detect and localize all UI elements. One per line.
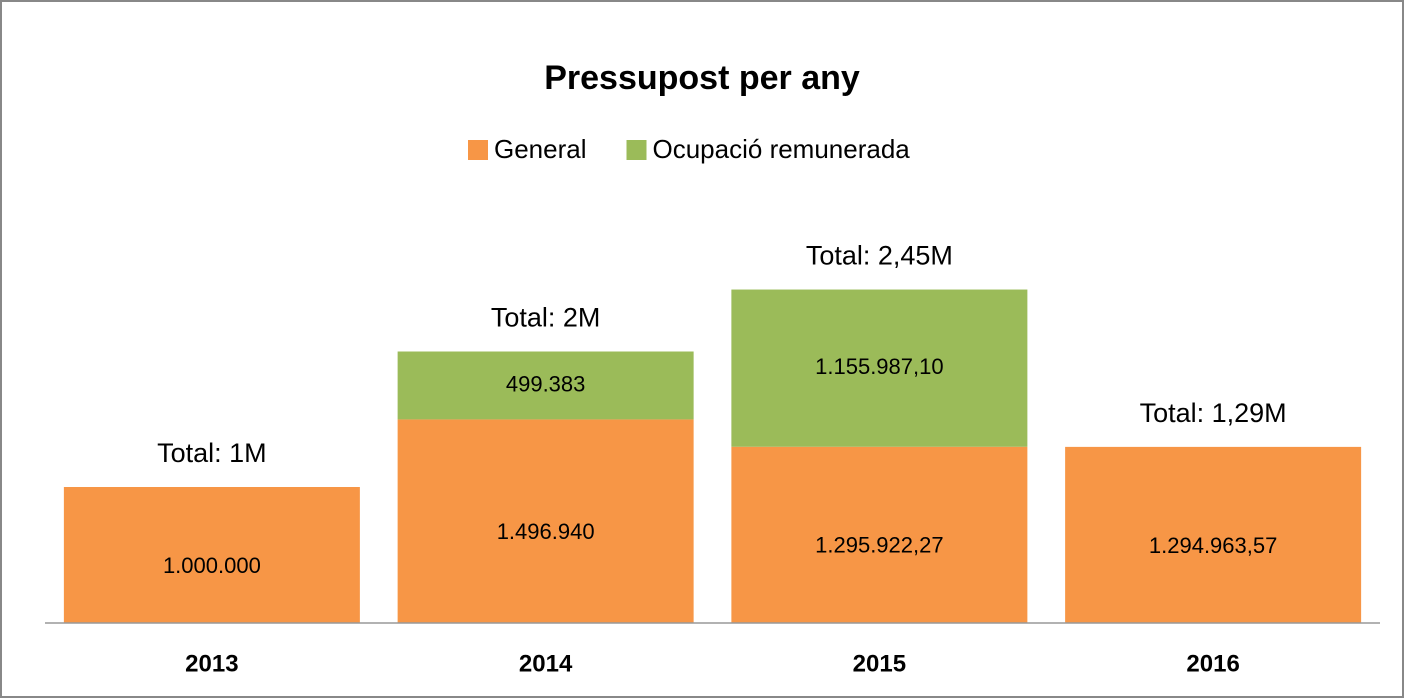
bar-segment bbox=[1065, 446, 1362, 623]
x-tick-label: 2015 bbox=[853, 650, 906, 677]
total-label: Total: 2,45M bbox=[806, 241, 953, 271]
legend-swatch bbox=[468, 140, 488, 160]
bar-segment bbox=[63, 487, 360, 623]
bar-segment bbox=[397, 351, 694, 420]
bar-segment bbox=[731, 446, 1028, 623]
total-label: Total: 1,29M bbox=[1140, 398, 1287, 428]
data-label: 1.496.940 bbox=[497, 519, 595, 544]
bar-segment bbox=[397, 419, 694, 623]
legend-label: General bbox=[494, 134, 587, 164]
total-label: Total: 2M bbox=[491, 303, 601, 333]
data-label: 1.294.963,57 bbox=[1149, 533, 1277, 558]
x-tick-label: 2016 bbox=[1186, 650, 1239, 677]
legend-swatch bbox=[626, 140, 647, 160]
total-label: Total: 1M bbox=[157, 438, 267, 468]
x-tick-label: 2014 bbox=[519, 650, 573, 677]
data-label: 499.383 bbox=[506, 371, 586, 396]
data-label: 1.295.922,27 bbox=[815, 533, 943, 558]
data-label: 1.155.987,10 bbox=[815, 354, 943, 379]
data-label: 1.000.000 bbox=[163, 553, 261, 578]
legend-label: Ocupació remunerada bbox=[653, 134, 911, 164]
bar-segment bbox=[731, 289, 1028, 447]
chart-title: Pressupost per any bbox=[544, 59, 860, 97]
x-tick-label: 2013 bbox=[185, 650, 238, 677]
